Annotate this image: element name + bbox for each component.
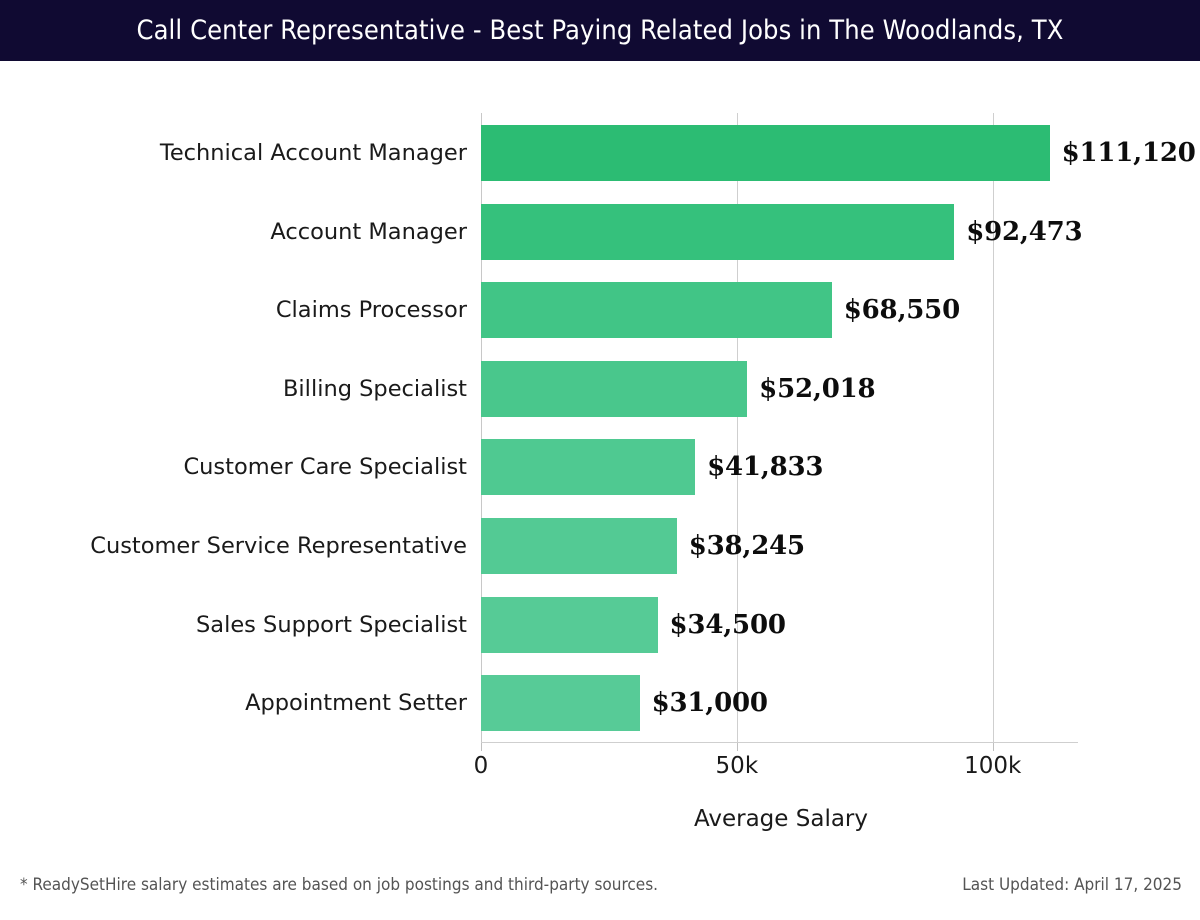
bar-category-label: Customer Care Specialist xyxy=(183,454,467,481)
gridline-50k xyxy=(736,113,738,744)
bar-category-label: Account Manager xyxy=(270,218,467,245)
gridline-0 xyxy=(481,113,482,744)
bar-row[interactable]: Claims Processor $68,550 xyxy=(0,270,1200,350)
bar-wrapper xyxy=(481,192,955,272)
bar[interactable] xyxy=(481,675,640,732)
tickmark-100k xyxy=(992,743,994,751)
chart-plot-area: Technical Account Manager $111,120 Account… xyxy=(0,61,1200,920)
x-axis-title: Average Salary xyxy=(693,806,868,832)
bar-value-label: $111,120 xyxy=(1061,138,1196,168)
bar-row[interactable]: Customer Care Specialist $41,833 xyxy=(0,427,1200,507)
x-tick-label: 50k xyxy=(715,753,759,779)
gridline-100k xyxy=(992,113,994,744)
x-tick-label: 0 xyxy=(473,753,489,779)
bar-value-label: $52,018 xyxy=(759,373,876,404)
bar-category-label: Claims Processor xyxy=(275,297,467,324)
footer: * ReadySetHire salary estimates are base… xyxy=(0,875,1200,915)
bar[interactable] xyxy=(481,596,658,653)
bar-value-label: $68,550 xyxy=(843,295,960,326)
bar-wrapper xyxy=(481,585,658,665)
bar-row[interactable]: Sales Support Specialist $34,500 xyxy=(0,585,1200,665)
x-tick-label: 100k xyxy=(964,753,1022,779)
bar-wrapper xyxy=(481,427,696,507)
bar-category-label: Billing Specialist xyxy=(283,375,467,402)
footer-last-updated: Last Updated: April 17, 2025 xyxy=(962,875,1182,895)
bar-value-label: $92,473 xyxy=(966,216,1083,247)
bar-value-label: $31,000 xyxy=(651,688,768,719)
tickmark-0 xyxy=(481,743,482,751)
bar-wrapper xyxy=(481,663,640,743)
bar[interactable] xyxy=(481,518,677,574)
bar-value-label: $34,500 xyxy=(669,609,786,640)
bar-value-label: $38,245 xyxy=(688,531,805,561)
bar-wrapper xyxy=(481,349,748,429)
x-axis-baseline xyxy=(481,742,1078,743)
bar-category-label: Technical Account Manager xyxy=(159,140,467,166)
bar-row[interactable]: Customer Service Representative $38,245 xyxy=(0,506,1200,586)
bar-category-label: Customer Service Representative xyxy=(90,533,467,559)
bar-row[interactable]: Billing Specialist $52,018 xyxy=(0,349,1200,429)
bar-category-label: Sales Support Specialist xyxy=(196,611,467,638)
bar-category-label: Appointment Setter xyxy=(245,690,467,717)
bar[interactable] xyxy=(481,203,955,260)
bar[interactable] xyxy=(481,125,1050,181)
bar-row[interactable]: Account Manager $92,473 xyxy=(0,192,1200,272)
bar[interactable] xyxy=(481,360,748,417)
tickmark-50k xyxy=(736,743,738,751)
page-title: Call Center Representative - Best Paying… xyxy=(136,15,1064,46)
bar-row[interactable]: Technical Account Manager $111,120 xyxy=(0,113,1200,193)
bar[interactable] xyxy=(481,282,832,339)
bar[interactable] xyxy=(481,439,696,496)
bar-value-label: $41,833 xyxy=(707,452,824,483)
bar-row[interactable]: Appointment Setter $31,000 xyxy=(0,663,1200,743)
bar-wrapper xyxy=(481,113,1050,193)
bar-wrapper xyxy=(481,270,832,350)
bar-wrapper xyxy=(481,506,677,586)
header-bar: Call Center Representative - Best Paying… xyxy=(0,0,1200,61)
footer-disclaimer: * ReadySetHire salary estimates are base… xyxy=(20,875,659,895)
